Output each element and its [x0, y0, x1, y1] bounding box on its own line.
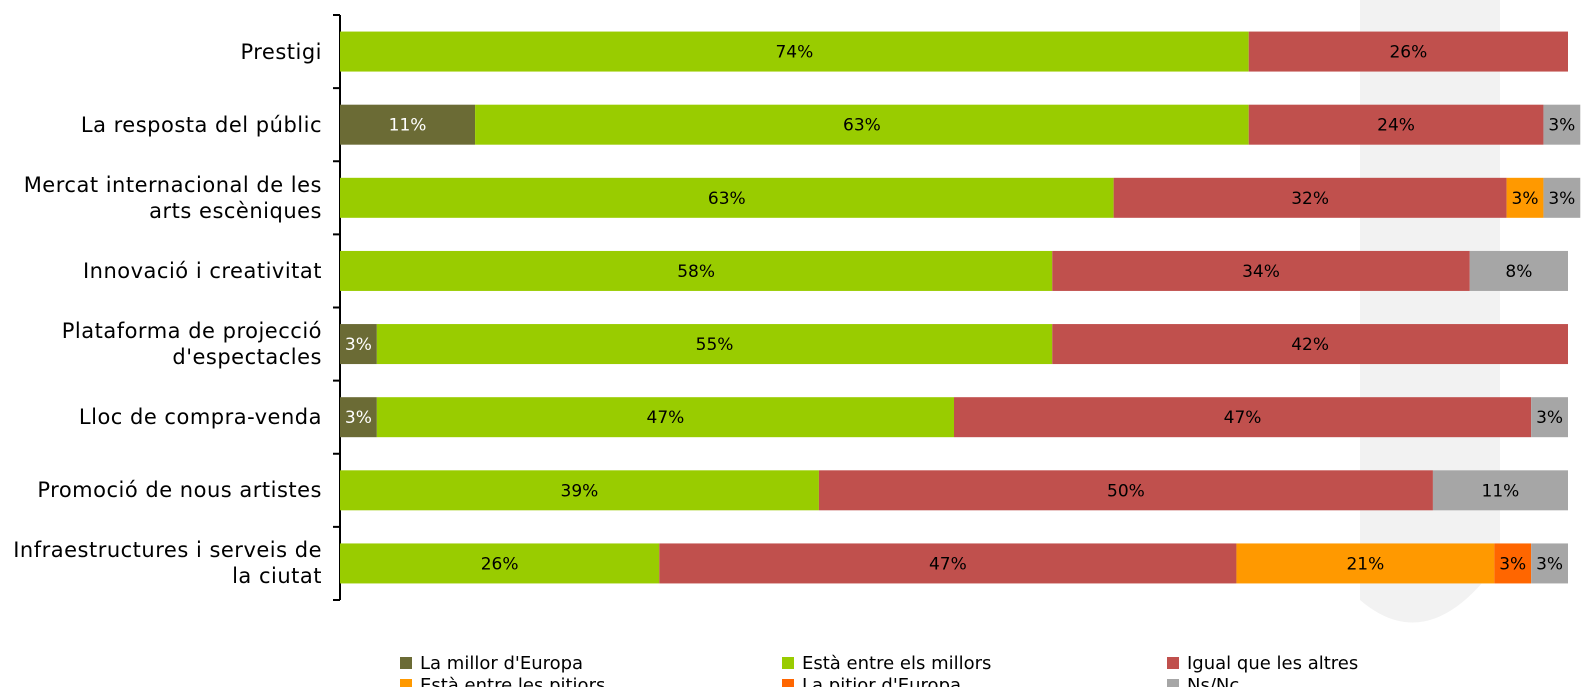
bar-segment: [376, 324, 1053, 365]
data-label: 39%: [561, 481, 599, 501]
data-label: 63%: [843, 116, 881, 136]
legend-label: La pitjor d'Europa: [802, 675, 961, 687]
data-label: 58%: [677, 262, 715, 282]
data-label: 3%: [1499, 554, 1526, 574]
data-label: 55%: [696, 335, 734, 355]
data-label: 63%: [708, 189, 746, 209]
data-label: 11%: [1482, 481, 1520, 501]
background-shape: [1360, 0, 1500, 623]
category-label: Innovació i creativitat: [0, 258, 322, 284]
bar-segment: [1248, 31, 1568, 72]
category-label: Promoció de nous artistes: [0, 477, 322, 503]
category-text: Lloc de compra-venda: [78, 405, 322, 430]
bar-segment: [1469, 250, 1568, 291]
data-label: 50%: [1107, 481, 1145, 501]
data-label: 11%: [389, 116, 427, 136]
bar-segment: [340, 543, 660, 584]
legend-label: Igual que les altres: [1187, 653, 1358, 674]
legend-swatch: [1167, 657, 1179, 669]
data-label: 3%: [1548, 189, 1575, 209]
bar-segment: [340, 177, 1114, 218]
bar-segment: [340, 250, 1053, 291]
category-label: Lloc de compra-venda: [0, 404, 322, 430]
bar-segment: [1052, 250, 1470, 291]
legend-swatch: [1167, 679, 1179, 687]
bar-segment: [1236, 543, 1495, 584]
data-label: 47%: [1224, 408, 1262, 428]
category-label: Infraestructures i serveis de la ciutat: [0, 537, 322, 589]
bar-segment: [340, 324, 377, 365]
bar-segment: [659, 543, 1237, 584]
data-label: 3%: [345, 335, 372, 355]
bar-segment: [1531, 543, 1568, 584]
bar-segment: [376, 397, 955, 438]
data-label: 8%: [1505, 262, 1532, 282]
data-label: 34%: [1242, 262, 1280, 282]
data-label: 24%: [1377, 116, 1415, 136]
legend-label: Està entre les pitjors: [420, 675, 605, 687]
category-text: Promoció de nous artistes: [37, 478, 322, 503]
bar-segment: [1432, 470, 1568, 511]
legend-swatch: [782, 679, 794, 687]
bar-segment: [1052, 324, 1568, 365]
data-label: 21%: [1346, 554, 1384, 574]
data-label: 42%: [1291, 335, 1329, 355]
category-label: Prestigi: [0, 39, 322, 65]
data-label: 26%: [481, 554, 519, 574]
category-text: Mercat internacional de les arts escèniq…: [23, 172, 322, 223]
bar-segment: [1113, 177, 1507, 218]
legend-swatch: [400, 679, 412, 687]
legend-swatch: [782, 657, 794, 669]
category-text: Infraestructures i serveis de la ciutat: [13, 538, 322, 589]
data-label: 74%: [775, 43, 813, 63]
category-label: Plataforma de projecció d'espectacles: [0, 318, 322, 370]
bar-segment: [1494, 543, 1532, 584]
data-label: 47%: [929, 554, 967, 574]
bar-segment: [1531, 397, 1568, 438]
data-label: 26%: [1389, 43, 1427, 63]
legend-label: La millor d'Europa: [420, 653, 583, 674]
data-label: 3%: [1536, 408, 1563, 428]
data-label: 3%: [1536, 554, 1563, 574]
legend-swatch: [400, 657, 412, 669]
bar-segment: [1506, 177, 1544, 218]
category-label: Mercat internacional de les arts escèniq…: [0, 172, 322, 224]
category-text: La resposta del públic: [80, 112, 322, 137]
bar-segment: [1248, 104, 1544, 145]
category-label: La resposta del públic: [0, 112, 322, 138]
bar-segment: [340, 104, 476, 145]
bar-segment: [340, 470, 819, 511]
data-label: 3%: [345, 408, 372, 428]
bar-segment: [954, 397, 1532, 438]
data-label: 32%: [1291, 189, 1329, 209]
bar-segment: [340, 397, 377, 438]
bar-segment: [1543, 177, 1581, 218]
bar-segment: [818, 470, 1433, 511]
legend-label: Està entre els millors: [802, 653, 991, 674]
data-label: 3%: [1512, 189, 1539, 209]
bar-segment: [340, 31, 1249, 72]
legend-label: Ns/Nc: [1187, 675, 1239, 687]
bar-segment: [475, 104, 1249, 145]
data-label: 47%: [647, 408, 685, 428]
category-text: Prestigi: [240, 39, 322, 64]
bar-segment: [1543, 104, 1581, 145]
category-text: Innovació i creativitat: [82, 258, 322, 283]
data-label: 3%: [1548, 116, 1575, 136]
category-text: Plataforma de projecció d'espectacles: [61, 319, 322, 370]
